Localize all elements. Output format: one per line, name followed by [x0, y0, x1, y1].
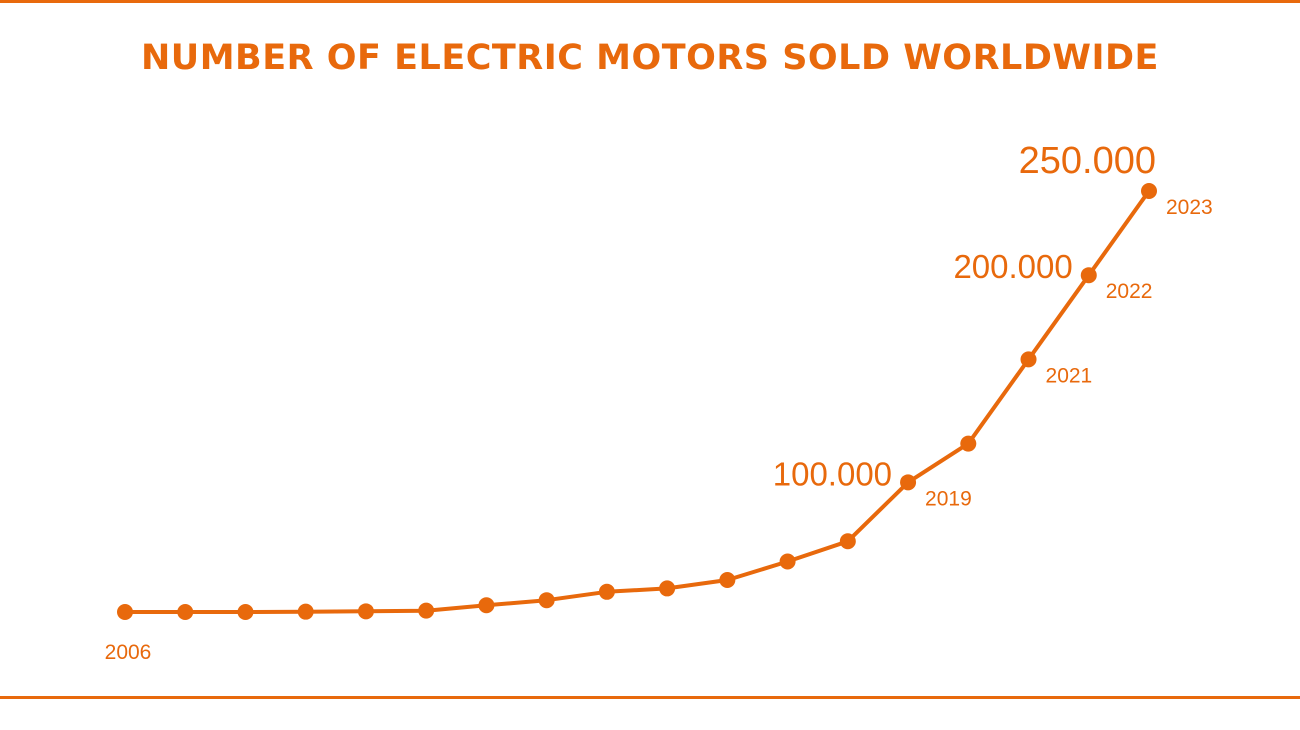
value-label-250.000: 250.000 [1019, 140, 1156, 182]
year-label-2019: 2019 [925, 487, 972, 510]
data-point-2020 [960, 435, 977, 452]
year-label-2006: 2006 [105, 641, 152, 664]
series-line [123, 189, 1151, 614]
data-point-2015 [659, 580, 676, 597]
year-label-2023: 2023 [1166, 196, 1213, 219]
data-point-2018 [839, 533, 856, 550]
data-point-2021 [1020, 351, 1037, 368]
data-point-2014 [598, 583, 615, 600]
value-labels: 100.000 200.000 250.000 [773, 140, 1156, 492]
data-points [117, 183, 1157, 620]
data-point-2022 [1080, 267, 1097, 284]
data-point-2006 [117, 604, 133, 620]
top-rule [0, 0, 1300, 3]
bottom-rule [0, 696, 1300, 699]
data-point-2013 [538, 592, 555, 609]
year-label-2021: 2021 [1046, 364, 1093, 387]
data-point-2010 [357, 603, 374, 620]
data-point-2009 [297, 603, 314, 620]
year-label-2022: 2022 [1106, 280, 1153, 303]
data-point-2007 [177, 604, 194, 620]
data-point-2023 [1141, 183, 1157, 199]
data-point-2011 [418, 602, 435, 619]
data-point-2012 [478, 597, 495, 614]
data-point-2017 [779, 553, 796, 570]
value-label-200.000: 200.000 [953, 248, 1072, 285]
chart-title: NUMBER OF ELECTRIC MOTORS SOLD WORLDWIDE [141, 38, 1159, 78]
value-label-100.000: 100.000 [773, 455, 892, 492]
year-labels: 2006 2019 2021 2022 2023 [105, 196, 1213, 664]
data-point-2008 [237, 604, 254, 620]
data-point-2019 [900, 474, 917, 491]
data-point-2016 [719, 572, 736, 589]
